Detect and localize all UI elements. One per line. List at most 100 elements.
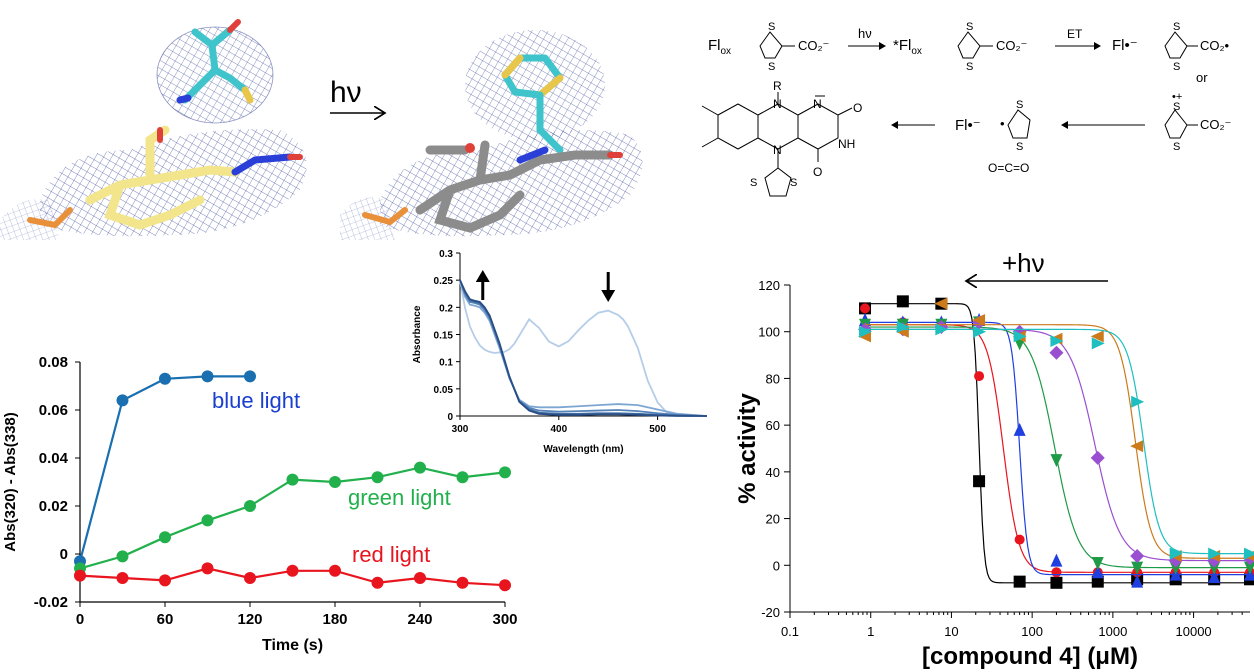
data-point	[159, 372, 171, 385]
data-point	[935, 323, 949, 336]
data-point	[1013, 330, 1027, 343]
x-tick-label: 240	[407, 611, 432, 628]
r-group-label: R	[773, 79, 782, 93]
scheme-row-1: Flox S S CO₂⁻ hν *Flox S S CO₂⁻ ET Fl•⁻ …	[708, 21, 1230, 85]
data-point	[116, 572, 129, 584]
irradiation-arrow: hν	[330, 76, 385, 113]
data-point	[116, 550, 129, 563]
sulfur-label: S	[1173, 141, 1180, 153]
y-tick-label: -0.02	[34, 594, 68, 611]
crystal-structure-panel: hν	[0, 19, 643, 240]
sulfur-label: S	[790, 177, 797, 189]
x-tick-label: 120	[237, 611, 262, 628]
et-label: ET	[1067, 27, 1083, 41]
data-point	[1050, 576, 1063, 589]
dithiolane-ring-3	[1164, 31, 1188, 59]
dithiolane-ring-2	[957, 31, 981, 59]
hv-scheme-label: hν	[858, 26, 872, 41]
series-label: blue light	[212, 388, 300, 413]
y-tick-label: 0.1	[439, 358, 453, 369]
data-point	[1169, 547, 1183, 560]
data-point	[1244, 547, 1254, 560]
radical-dot-label: •	[1000, 116, 1005, 131]
flavin-radical-label: Fl•⁻	[1112, 37, 1138, 54]
irradiation-annotation: +hν	[1002, 248, 1045, 278]
x-tick-label: 10000	[1176, 624, 1212, 639]
y-tick-label: 120	[758, 278, 780, 293]
y-tick-label: 0	[773, 558, 780, 573]
series-label: red light	[352, 542, 430, 567]
data-point	[201, 370, 214, 383]
y-axis-label: % activity	[734, 392, 761, 503]
dithiolane-ring-4	[1164, 109, 1188, 139]
flavin-radical-label: Fl•⁻	[955, 117, 981, 134]
data-point	[244, 500, 256, 512]
data-point	[1169, 561, 1182, 575]
data-point	[1131, 574, 1144, 588]
fit-curve	[865, 321, 1250, 576]
data-point	[201, 514, 214, 527]
flavin-adduct-structure	[701, 92, 853, 197]
dose-response-series	[860, 303, 1254, 578]
reaction-scheme: Flox S S CO₂⁻ hν *Flox S S CO₂⁻ ET Fl•⁻ …	[701, 21, 1231, 197]
data-point	[1131, 561, 1144, 575]
x-tick-label: 0	[76, 611, 84, 628]
data-point	[1208, 561, 1221, 575]
x-tick-label: 0.1	[781, 624, 799, 639]
sulfur-label: S	[1016, 99, 1023, 111]
data-point	[934, 297, 948, 310]
x-tick-label: 300	[492, 611, 517, 628]
data-point	[159, 574, 171, 587]
fit-curve	[865, 328, 1250, 555]
carboxylate-label: CO₂⁻	[798, 38, 829, 53]
data-point	[414, 461, 426, 474]
data-point	[116, 394, 129, 407]
time-course-chart: 0 60 120 180 240 300 -0.02 0 0.02 0.04 0.06 0.08 Tim…	[2, 354, 518, 654]
x-tick-label: 1	[867, 624, 874, 639]
data-point	[1049, 345, 1064, 360]
data-point	[371, 576, 384, 589]
nitrogen-label: N	[773, 143, 782, 157]
x-axis-label: [compound 4] (μM)	[922, 643, 1138, 670]
fit-curve	[865, 303, 1250, 584]
data-point	[1051, 567, 1062, 578]
sulfur-label: S	[1173, 61, 1180, 73]
data-point	[286, 564, 299, 577]
decrease-arrow-head	[601, 290, 616, 302]
x-tick-label: 300	[452, 424, 469, 435]
x-tick-label: 100	[1021, 624, 1043, 639]
carboxylate-label: CO₂⁻	[996, 38, 1027, 53]
y-tick-label: -20	[761, 605, 780, 620]
y-tick-label: 0.25	[434, 276, 454, 287]
dose-response-series	[859, 321, 1254, 560]
increase-arrow-head	[475, 270, 490, 282]
y-tick-label: 100	[758, 325, 780, 340]
fit-curve	[865, 326, 1250, 569]
dose-response-series	[858, 297, 1254, 562]
nh-label: NH	[838, 137, 855, 151]
y-tick-label: 20	[766, 512, 780, 527]
structure-before-image	[0, 19, 307, 240]
data-point	[244, 572, 256, 584]
spectrum-line	[459, 279, 708, 417]
data-point	[974, 371, 985, 382]
y-tick-label: 0.06	[39, 402, 68, 419]
data-point	[286, 473, 299, 486]
y-tick-label: 0.08	[39, 354, 68, 371]
data-point	[1091, 565, 1104, 579]
data-point	[860, 303, 871, 314]
y-axis-label: Abs(320) - Abs(338)	[2, 412, 19, 551]
y-tick-label: 0.05	[434, 385, 454, 396]
flox-label: Flox	[708, 37, 731, 57]
data-point	[456, 576, 469, 589]
y-tick-label: 0	[60, 546, 68, 563]
data-point	[859, 325, 873, 338]
y-tick-label: 0.04	[39, 450, 69, 467]
y-tick-label: 80	[766, 371, 780, 386]
data-point	[1131, 395, 1145, 408]
data-point	[329, 564, 341, 577]
y-tick-label: 60	[766, 418, 780, 433]
spectrum-line	[459, 280, 707, 417]
sulfur-label: S	[768, 21, 775, 33]
spectrum-line	[459, 279, 707, 417]
